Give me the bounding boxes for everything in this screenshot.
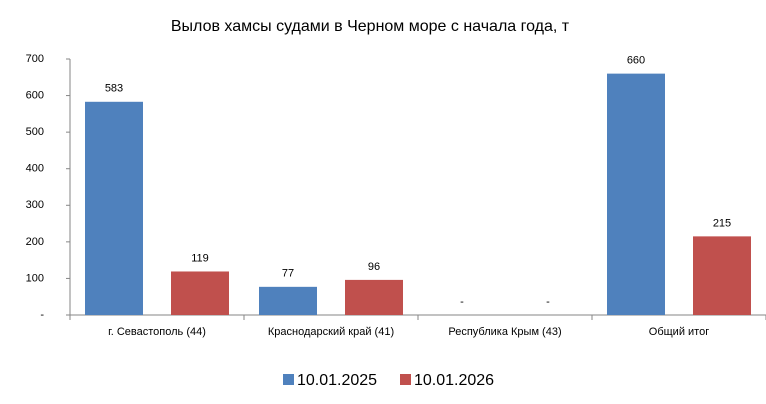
x-tick-label: Краснодарский край (41) — [268, 326, 394, 338]
value-label: 583 — [105, 83, 123, 95]
value-label: 77 — [282, 268, 294, 280]
y-tick-label: 200 — [26, 236, 44, 248]
value-label: - — [546, 296, 550, 308]
bar — [85, 101, 143, 315]
legend-swatch — [400, 374, 411, 385]
y-tick-label: 500 — [26, 126, 44, 138]
y-tick-label: 300 — [26, 199, 44, 211]
y-tick-label: - — [40, 309, 44, 321]
bar — [259, 286, 317, 315]
chart-title: Вылов хамсы судами в Черном море с начал… — [171, 18, 570, 35]
legend-label: 10.01.2026 — [414, 372, 494, 389]
bar — [693, 236, 751, 315]
value-label: 660 — [627, 55, 645, 67]
value-label: 215 — [713, 217, 731, 229]
value-label: - — [460, 296, 464, 308]
value-label: 119 — [191, 252, 209, 264]
value-label: 96 — [368, 261, 380, 273]
y-tick-label: 100 — [26, 272, 44, 284]
legend-swatch — [283, 374, 294, 385]
y-tick-label: 700 — [26, 53, 44, 65]
bar — [345, 279, 403, 315]
bar — [171, 271, 229, 315]
y-tick-label: 600 — [26, 89, 44, 101]
x-tick-label: Общий итог — [649, 326, 709, 338]
y-tick-label: 400 — [26, 163, 44, 175]
bar — [607, 73, 665, 315]
x-tick-label: Республика Крым (43) — [448, 326, 561, 338]
legend-label: 10.01.2025 — [297, 372, 377, 389]
x-tick-label: г. Севастополь (44) — [108, 326, 206, 338]
